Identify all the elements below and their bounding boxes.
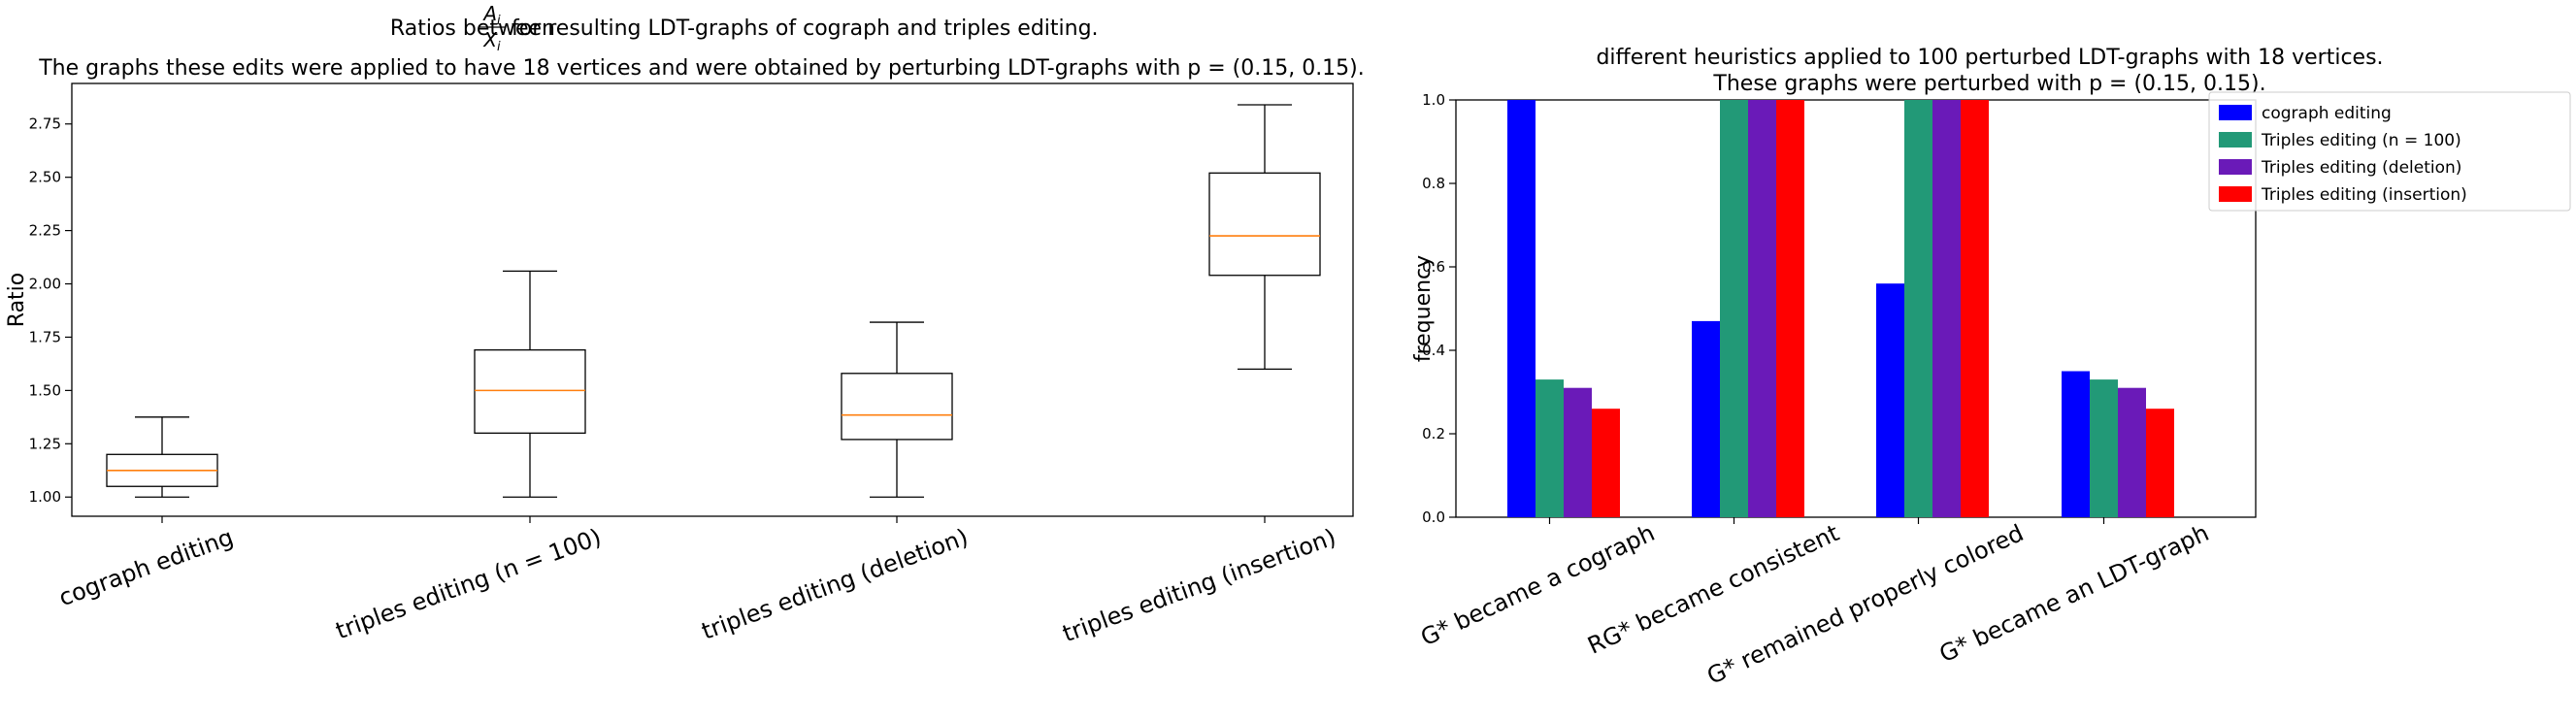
- legend-label-triples-editing-insertion: Triples editing (insertion): [2261, 185, 2467, 205]
- bar-triples-editing-deletion: [1564, 387, 1592, 517]
- bar-group-rg-became-consistent: [1692, 100, 1804, 517]
- bar-legend: cograph editing Triples editing (n = 100)…: [2208, 91, 2571, 212]
- bar-chart: different heuristics applied to 100 pert…: [1411, 46, 2571, 690]
- bar-cograph-editing: [1507, 100, 1536, 517]
- legend-swatch-triples-editing-deletion: [2219, 159, 2252, 175]
- box-triples-editing-deletion: [841, 321, 953, 498]
- bar-triples-editing-deletion: [1748, 100, 1776, 517]
- boxplot-y-axis-label: Ratio: [5, 273, 29, 327]
- bar-y-tick-label: 0.4: [1422, 342, 1445, 359]
- box-triples-editing-n-100: [474, 270, 586, 498]
- bar-y-tick-label: 0.8: [1422, 175, 1445, 192]
- boxplot-title-frac-den: Xi: [482, 28, 501, 54]
- legend-label-cograph-editing: cograph editing: [2262, 104, 2392, 123]
- bar-triples-editing-deletion: [1932, 100, 1961, 517]
- boxplot-y-tick-label: 1.75: [29, 328, 61, 345]
- bar-triples-editing-insertion: [1961, 100, 1989, 517]
- box-iqr: [474, 348, 586, 434]
- box-cograph-editing: [106, 416, 218, 498]
- bar-cograph-editing: [1692, 320, 1720, 517]
- boxplot-y-tick-label: 2.00: [29, 276, 61, 293]
- bar-series-bars: [1507, 100, 2174, 517]
- bar-y-tick-label: 0.6: [1422, 258, 1445, 276]
- svg-text:Ratios between: Ratios between: [390, 16, 555, 41]
- bar-triples-editing-n-100: [1904, 100, 1932, 517]
- bar-triples-editing-n-100: [2090, 379, 2118, 517]
- boxplot-x-ticks: cograph editing triples editing (n = 100)…: [55, 516, 1339, 647]
- boxplot-y-tick-label: 2.25: [29, 222, 61, 240]
- boxplot-y-tick-label: 2.75: [29, 115, 61, 133]
- svg-text:for resulting LDT-graphs of co: for resulting LDT-graphs of cograph and …: [512, 16, 1099, 41]
- bar-group-g-remained-properly-colored: [1876, 100, 1989, 517]
- box-iqr: [841, 373, 953, 441]
- boxplot-boxes: [106, 104, 1321, 498]
- boxplot-x-tick-label: cograph editing: [55, 523, 237, 611]
- boxplot-title-frac-num: Ai: [481, 2, 501, 28]
- legend-swatch-triples-editing-n-100: [2219, 132, 2252, 147]
- bar-y-tick-label: 1.0: [1422, 91, 1445, 109]
- bar-cograph-editing: [2062, 371, 2090, 517]
- boxplot-title-line1-pre: Ratios between: [390, 16, 555, 41]
- bar-y-tick-label: 0.0: [1422, 508, 1445, 526]
- bar-triples-editing-n-100: [1536, 379, 1564, 517]
- legend-swatch-cograph-editing: [2219, 105, 2252, 120]
- boxplot-title-line1-post: for resulting LDT-graphs of cograph and …: [512, 16, 1099, 41]
- legend-frame: [2208, 91, 2571, 212]
- boxplot-x-tick-label: triples editing (deletion): [698, 523, 972, 644]
- bar-triples-editing-insertion: [1592, 409, 1620, 517]
- boxplot-y-tick-label: 1.50: [29, 381, 61, 399]
- boxplot-y-ticks: 1.00 1.25 1.50 1.75 2.00 2.25 2.50 2.75: [29, 115, 72, 506]
- bar-group-g-became-a-cograph: [1507, 100, 1620, 517]
- box-triples-editing-insertion: [1208, 104, 1321, 371]
- bar-axes-frame: [1455, 99, 2257, 518]
- bar-group-g-became-an-ldt-graph: [2062, 371, 2174, 517]
- legend-label-triples-editing-n-100: Triples editing (n = 100): [2261, 131, 2461, 150]
- boxplot-y-tick-label: 1.00: [29, 488, 61, 506]
- bar-triples-editing-deletion: [2118, 387, 2146, 517]
- boxplot-axes-frame: [71, 82, 1354, 517]
- bar-y-axis-label: frequency: [1411, 255, 1436, 362]
- boxplot-x-tick-label: triples editing (n = 100): [332, 523, 605, 644]
- legend-swatch-triples-editing-insertion: [2219, 186, 2252, 202]
- bar-x-tick-label: G* remained properly colored: [1702, 519, 2028, 690]
- boxplot-x-tick-label: triples editing (insertion): [1059, 523, 1339, 647]
- bar-triples-editing-n-100: [1720, 100, 1748, 517]
- bar-cograph-editing: [1876, 283, 1904, 517]
- boxplot-y-tick-label: 1.25: [29, 435, 61, 452]
- boxplot-y-tick-label: 2.50: [29, 169, 61, 186]
- bar-y-tick-label: 0.2: [1422, 425, 1445, 442]
- boxplot-chart: Ratios between Ai Xi for resulting LDT-g…: [5, 2, 1365, 647]
- bar-title-line1: different heuristics applied to 100 pert…: [1596, 46, 2383, 70]
- bar-title-line2: These graphs were perturbed with p = (0.…: [1712, 72, 2265, 96]
- boxplot-title-line2: The graphs these edits were applied to h…: [38, 56, 1365, 81]
- bar-y-ticks: 0.0 0.2 0.4 0.6 0.8 1.0: [1422, 91, 1456, 526]
- box-iqr: [1208, 172, 1321, 277]
- bar-triples-editing-insertion: [1776, 100, 1804, 517]
- legend-label-triples-editing-deletion: Triples editing (deletion): [2261, 158, 2461, 178]
- bar-triples-editing-insertion: [2146, 409, 2174, 517]
